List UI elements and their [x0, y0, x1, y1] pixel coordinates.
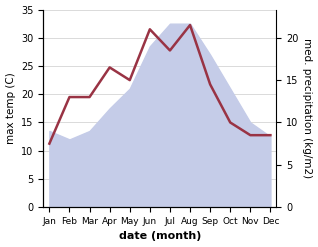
Y-axis label: med. precipitation (kg/m2): med. precipitation (kg/m2) — [302, 38, 313, 178]
X-axis label: date (month): date (month) — [119, 231, 201, 242]
Y-axis label: max temp (C): max temp (C) — [5, 72, 16, 144]
